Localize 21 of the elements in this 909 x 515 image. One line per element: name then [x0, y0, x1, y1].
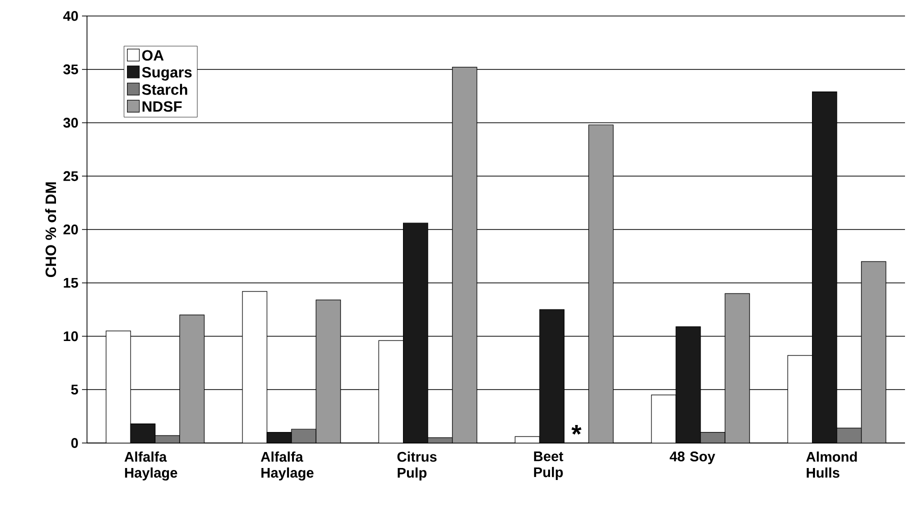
y-tick-label: 10: [64, 331, 78, 342]
legend-label: NDSF: [142, 101, 182, 112]
y-tick-label: 0: [71, 438, 78, 448]
legend-label: Sugars: [142, 66, 192, 81]
y-tick-label: 20: [63, 224, 78, 234]
x-tick-label: Alfalfa Haylage: [124, 452, 178, 481]
y-tick-label: 30: [63, 118, 78, 128]
annotation: *: [571, 424, 582, 435]
y-axis-title: CHO % of DM: [45, 182, 56, 278]
x-tick-label: Alfalfa Haylage: [260, 452, 314, 481]
y-tick-label: 40: [63, 11, 78, 21]
x-tick-label: Almond Hulls: [806, 452, 857, 478]
y-tick-label: 5: [71, 384, 78, 394]
x-tick-label: 48 Soy: [670, 452, 716, 464]
legend-label: OA: [142, 50, 164, 61]
x-tick-label: Citrus Pulp: [397, 452, 437, 480]
y-tick-label: 35: [63, 64, 78, 74]
x-tick-label: Beet Pulp: [534, 452, 564, 480]
y-tick-label: 15: [64, 278, 78, 288]
y-tick-label: 25: [63, 171, 78, 182]
legend-label: Starch: [142, 84, 188, 95]
